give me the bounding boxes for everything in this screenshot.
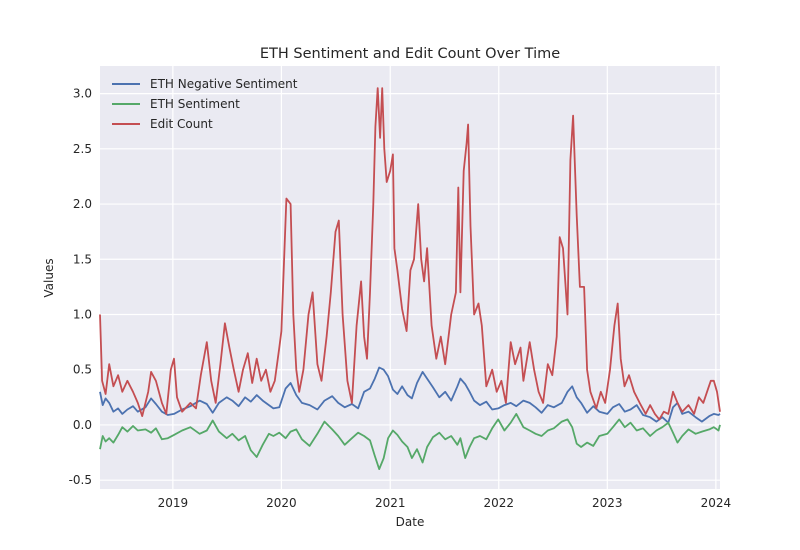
- y-axis-label: Values: [42, 258, 56, 297]
- y-tick-label: -0.5: [69, 473, 92, 487]
- x-axis-label: Date: [396, 515, 425, 529]
- y-tick-label: 0.0: [73, 418, 92, 432]
- series-line-eth-negative-sentiment: [99, 366, 721, 424]
- y-tick-label: 1.5: [73, 252, 92, 266]
- x-axis-ticks: 2019 2020 2021 2022 2023 2024: [158, 496, 732, 510]
- x-tick-label: 2024: [701, 496, 732, 510]
- y-axis-ticks: -0.5 0.0 0.5 1.0 1.5 2.0 2.5 3.0: [69, 87, 92, 488]
- legend-label-negative-sentiment: ETH Negative Sentiment: [150, 77, 298, 91]
- series-line-eth-sentiment: [99, 413, 721, 470]
- grid: [100, 66, 720, 489]
- y-tick-label: 0.5: [73, 363, 92, 377]
- legend-label-sentiment: ETH Sentiment: [150, 97, 240, 111]
- x-tick-label: 2020: [266, 496, 297, 510]
- x-tick-label: 2022: [483, 496, 514, 510]
- y-tick-label: 3.0: [73, 87, 92, 101]
- series-line-edit-count: [99, 87, 721, 421]
- x-tick-label: 2021: [375, 496, 406, 510]
- y-tick-label: 2.5: [73, 142, 92, 156]
- series-lines: [99, 87, 721, 470]
- legend: ETH Negative Sentiment ETH Sentiment Edi…: [112, 77, 298, 131]
- x-tick-label: 2023: [592, 496, 623, 510]
- y-tick-label: 2.0: [73, 197, 92, 211]
- y-tick-label: 1.0: [73, 307, 92, 321]
- legend-label-edit-count: Edit Count: [150, 117, 213, 131]
- x-tick-label: 2019: [158, 496, 189, 510]
- chart-title: ETH Sentiment and Edit Count Over Time: [260, 46, 560, 62]
